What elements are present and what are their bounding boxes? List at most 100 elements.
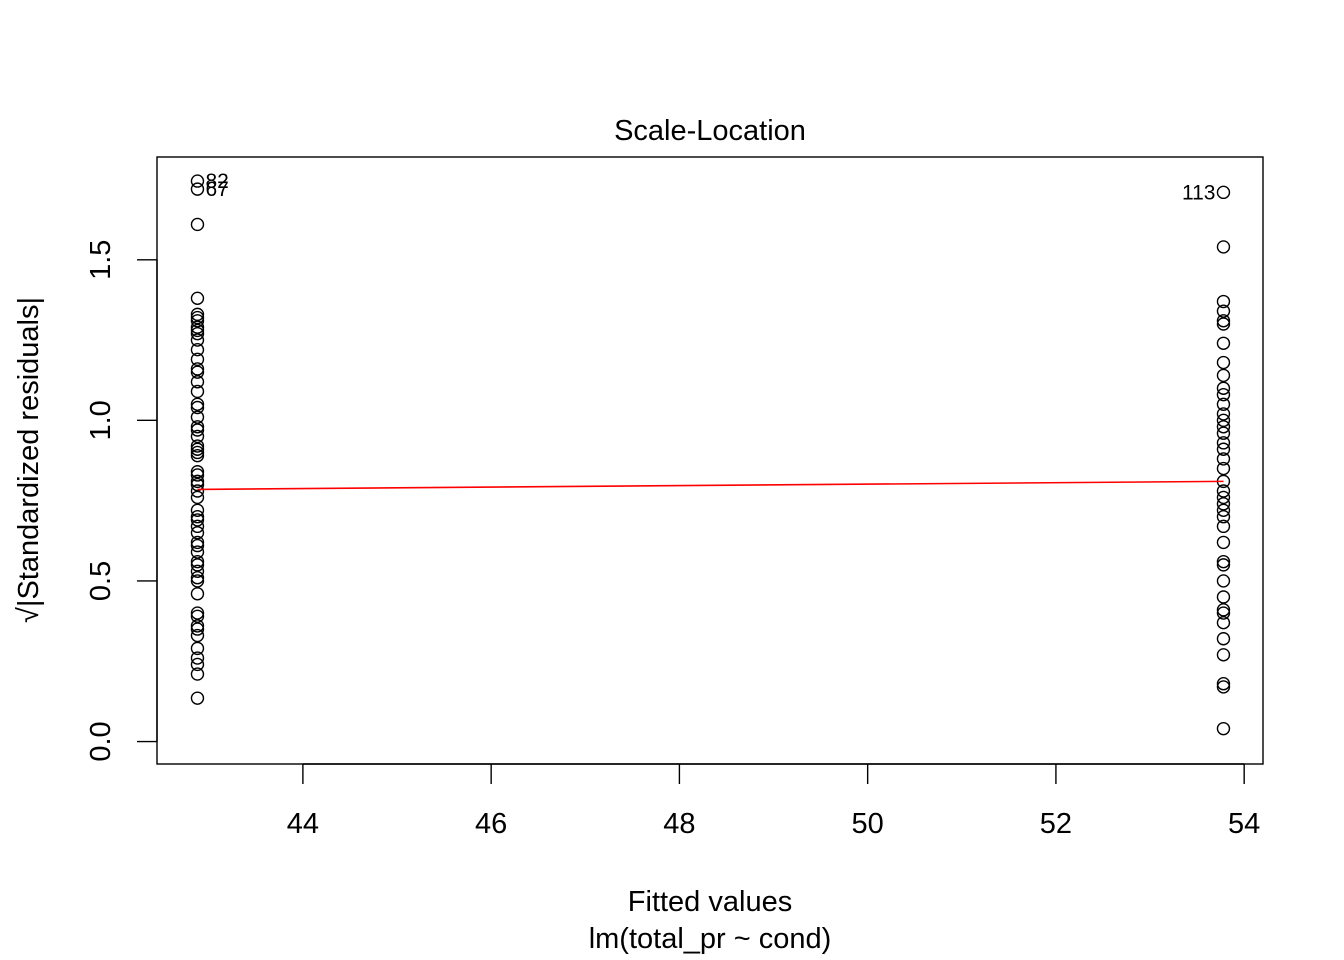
point-label: 113	[1182, 181, 1215, 204]
data-point	[190, 490, 205, 505]
data-point	[190, 609, 205, 623]
data-point	[190, 641, 205, 656]
data-point	[190, 217, 205, 232]
data-point	[1216, 519, 1231, 534]
data-point	[190, 571, 205, 585]
data-point	[1216, 420, 1231, 434]
data-point	[1216, 317, 1231, 331]
data-point	[190, 439, 205, 453]
data-point	[190, 574, 205, 588]
data-point	[190, 320, 205, 334]
plot-frame	[156, 156, 1264, 765]
data-point	[190, 503, 205, 517]
data-point	[1216, 314, 1231, 328]
data-point	[1216, 632, 1231, 646]
data-point	[190, 400, 205, 415]
y-axis-title-text: |Standardized residuals|	[13, 297, 45, 607]
x-tick-label: 52	[1040, 808, 1072, 840]
data-point	[1216, 590, 1231, 604]
x-tick-label: 44	[287, 808, 319, 840]
data-point	[1216, 355, 1231, 370]
y-tick-label: 1.5	[85, 240, 117, 280]
data-point	[190, 606, 205, 620]
data-point	[190, 362, 205, 376]
data-point	[1216, 381, 1231, 395]
data-point	[190, 314, 205, 328]
data-point	[1216, 648, 1231, 662]
data-point	[190, 526, 205, 540]
data-point	[190, 333, 205, 347]
data-point	[190, 651, 205, 665]
data-point	[1216, 185, 1231, 200]
data-point	[1216, 558, 1231, 572]
data-point	[190, 477, 205, 492]
data-point	[1216, 240, 1231, 254]
data-point	[190, 545, 205, 559]
data-point	[1216, 677, 1231, 691]
data-point	[1216, 680, 1231, 694]
x-tick-label: 50	[852, 808, 884, 840]
data-point	[1216, 490, 1231, 505]
data-point	[190, 375, 205, 389]
chart-title: Scale-Location	[614, 115, 806, 147]
data-point	[190, 423, 205, 437]
data-point	[1216, 497, 1231, 511]
data-point	[190, 691, 205, 705]
data-point	[1216, 721, 1231, 736]
x-axis: 44 46 48 50 52 54	[287, 763, 1260, 840]
y-axis: 0.0 0.5 1.0 1.5	[85, 240, 158, 762]
y-axis-title: √|Standardized residuals|	[13, 297, 45, 623]
data-point	[190, 564, 205, 579]
data-point	[190, 445, 205, 460]
data-point	[1216, 294, 1231, 309]
data-point	[1216, 407, 1231, 421]
data-point	[190, 352, 205, 367]
data-point	[190, 410, 205, 424]
x-tick-label: 48	[663, 808, 695, 840]
smoother-line	[197, 480, 1224, 491]
data-point	[1216, 461, 1231, 476]
data-point	[1216, 574, 1231, 588]
data-point	[190, 448, 205, 463]
data-point	[190, 291, 205, 306]
x-axis-subtitle: lm(total_pr ~ cond)	[589, 923, 832, 955]
data-point	[1216, 413, 1231, 428]
y-axis-title-sqrt: √	[13, 607, 45, 623]
data-point	[1216, 397, 1231, 411]
data-point	[1216, 535, 1231, 550]
data-point	[190, 429, 205, 444]
data-point	[1216, 436, 1231, 450]
svg-text:√|Standardized residuals|: √|Standardized residuals|	[13, 297, 45, 623]
data-point	[190, 342, 205, 357]
data-point	[190, 538, 205, 553]
x-axis-title: Fitted values	[628, 886, 792, 918]
x-tick-label: 54	[1228, 808, 1260, 840]
data-point	[190, 657, 205, 672]
data-point	[190, 384, 205, 399]
data-point	[190, 323, 205, 338]
data-point	[190, 484, 205, 498]
data-point	[190, 310, 205, 325]
data-point	[190, 554, 205, 569]
data-point	[1216, 484, 1231, 498]
data-point	[190, 465, 205, 479]
data-point	[190, 365, 205, 379]
data-point	[1216, 426, 1231, 440]
data-point	[190, 420, 205, 434]
data-point	[1216, 368, 1231, 383]
data-point	[1216, 336, 1231, 350]
data-point	[1216, 554, 1231, 569]
data-point	[190, 628, 205, 643]
point-label: 82	[205, 170, 228, 193]
data-point	[1216, 606, 1231, 620]
y-tick-label: 1.0	[85, 400, 117, 440]
smoother-path	[197, 480, 1224, 491]
data-point	[190, 558, 205, 572]
data-point	[1216, 304, 1231, 318]
y-tick-label: 0.5	[85, 561, 117, 601]
data-points	[190, 174, 1231, 736]
data-point	[190, 510, 205, 524]
x-tick-label: 46	[475, 808, 507, 840]
